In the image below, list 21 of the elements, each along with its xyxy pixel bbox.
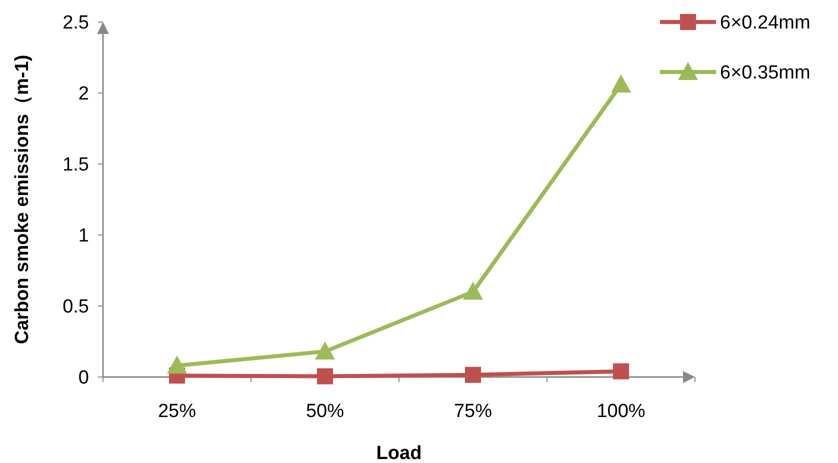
point bbox=[611, 74, 631, 92]
y-tick-label: 2.5 bbox=[62, 12, 89, 34]
y-tick-label: 2 bbox=[78, 84, 89, 105]
legend-label: 6×0.35mm bbox=[720, 62, 810, 84]
y-tick-label: 0.5 bbox=[62, 296, 89, 318]
x-tick-label: 25% bbox=[158, 401, 196, 422]
y-tick-label: 1.5 bbox=[62, 154, 89, 176]
point bbox=[315, 341, 335, 360]
y-tick-label: 1 bbox=[78, 226, 89, 247]
x-tick-label: 75% bbox=[454, 401, 492, 422]
y-tick-label: 0 bbox=[78, 368, 89, 389]
legend-label: 6×0.24mm bbox=[720, 12, 810, 34]
x-tick-label: 50% bbox=[306, 401, 344, 422]
point bbox=[167, 356, 187, 374]
x-axis-title: Load bbox=[376, 443, 422, 463]
point bbox=[613, 363, 629, 380]
point bbox=[465, 366, 481, 383]
x-tick-label: 100% bbox=[596, 401, 646, 422]
y-axis-title: Carbon smoke emissions（m-1) bbox=[12, 54, 33, 344]
point bbox=[317, 368, 333, 384]
point bbox=[463, 282, 483, 300]
